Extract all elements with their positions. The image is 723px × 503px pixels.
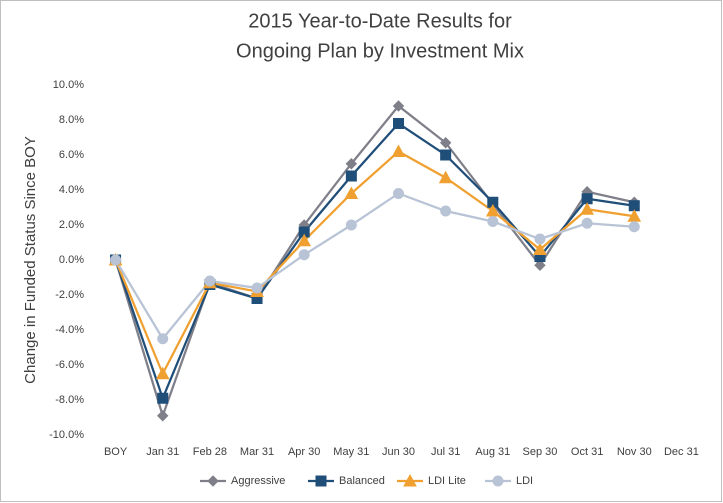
data-point [534,259,546,271]
data-point [157,333,169,345]
data-point [628,221,640,233]
data-point [345,158,358,170]
chart-title: 2015 Year-to-Date Results for [248,10,512,32]
x-tick-label: Jun 30 [382,446,415,458]
data-point [344,186,359,199]
legend-label: Balanced [339,475,385,487]
data-point [110,254,122,266]
legend-marker [315,475,327,487]
data-point [581,217,593,229]
data-point [533,242,547,255]
y-tick-label: -6.0% [55,359,84,371]
x-tick-label: Mar 31 [240,446,274,458]
data-point [438,170,453,184]
data-point [298,249,310,261]
data-point [440,149,452,161]
legend-label: Aggressive [231,475,285,487]
series-line [114,192,635,341]
series-line [114,150,635,377]
data-point [580,202,594,215]
x-tick-label: Dec 31 [664,446,699,458]
chart-title: Ongoing Plan by Investment Mix [236,40,524,62]
x-tick-label: Nov 30 [617,446,652,458]
x-tick-label: Feb 28 [193,446,227,458]
series-line [114,122,635,402]
data-point [251,282,263,294]
x-tick-label: Jan 31 [146,446,179,458]
data-point [345,170,357,182]
y-tick-label: 8.0% [59,114,84,126]
data-point [487,216,499,227]
data-point [157,410,169,422]
x-tick-label: Oct 31 [571,446,603,458]
y-tick-label: 4.0% [59,184,84,196]
data-point [534,233,546,245]
y-tick-label: 0.0% [59,254,84,266]
data-point [204,275,216,287]
data-point [155,366,170,380]
x-tick-label: Aug 31 [475,446,510,458]
data-point [391,144,406,157]
legend-label: LDI Lite [428,475,466,487]
x-tick-label: Jul 31 [431,446,460,458]
data-point [297,233,312,247]
y-tick-label: -10.0% [49,429,84,441]
y-tick-label: -2.0% [55,289,84,301]
legend-marker [492,475,504,487]
data-point [392,100,405,112]
legend-label: LDI [516,475,533,487]
data-point [440,205,452,217]
data-point [439,137,452,149]
legend-marker [207,475,219,487]
y-tick-label: 10.0% [53,79,84,91]
x-tick-label: Sep 30 [523,446,558,458]
data-point [393,118,404,129]
y-tick-label: 2.0% [59,219,84,231]
legend-marker [403,473,417,487]
data-point [393,188,404,199]
x-tick-label: BOY [104,446,128,458]
y-tick-label: 6.0% [59,149,84,161]
x-tick-label: May 31 [333,446,369,458]
y-tick-label: -8.0% [55,394,84,406]
y-axis-label: Change in Funded Status Since BOY [22,136,39,384]
data-point [157,392,169,404]
x-tick-label: Apr 30 [288,446,320,458]
data-point [345,219,357,231]
y-tick-label: -4.0% [55,324,84,336]
